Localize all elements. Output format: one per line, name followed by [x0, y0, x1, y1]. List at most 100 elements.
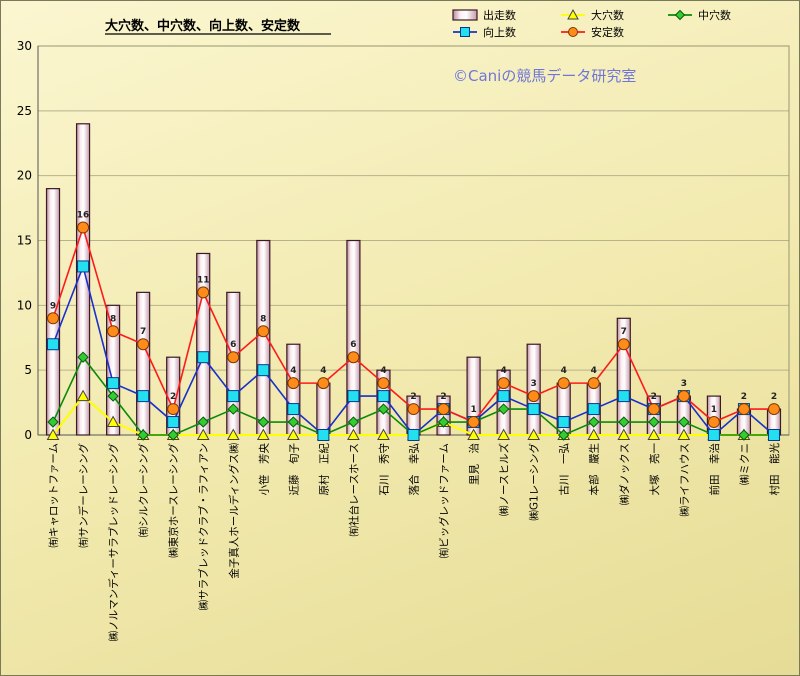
point-mid: [47, 416, 59, 428]
data-label: 7: [621, 327, 627, 337]
point-up: [767, 429, 780, 441]
data-label: 2: [651, 392, 657, 402]
point-mid: [107, 390, 119, 402]
point-mid: [137, 429, 149, 441]
legend-label: 向上数: [483, 25, 516, 39]
point-big: [196, 428, 210, 440]
point-up: [527, 403, 540, 416]
point-stable: [257, 325, 270, 338]
bars-series: [45, 123, 782, 436]
point-up: [407, 429, 420, 441]
category-label: 里見 治: [468, 443, 481, 485]
data-label: 4: [320, 366, 326, 376]
category-label: ㈱ライフハウス: [679, 443, 691, 517]
data-label: 6: [230, 340, 236, 350]
point-up: [137, 390, 150, 403]
legend-item: 出走数: [452, 8, 516, 22]
y-tick-label: 5: [24, 363, 32, 377]
category-label: 原村 正紀: [317, 443, 330, 496]
legend-label: 大穴数: [591, 8, 624, 22]
point-stable: [287, 377, 300, 390]
category-label: ㈱サラブレッドクラブ・ラフィアン: [197, 443, 210, 610]
category-label: 村田 能光: [768, 443, 781, 496]
data-label: 4: [561, 366, 567, 376]
point-stable: [617, 338, 630, 351]
legend-item: 中穴数: [668, 8, 731, 22]
point-stable: [437, 403, 450, 416]
point-big: [106, 415, 120, 428]
watermark: ©Caniの競馬データ研究室: [453, 67, 636, 85]
point-up: [377, 390, 390, 403]
point-stable: [677, 390, 690, 403]
data-label: 2: [170, 392, 176, 402]
y-tick-label: 30: [17, 39, 32, 53]
point-mid: [588, 416, 600, 428]
point-mid: [257, 416, 270, 428]
point-big: [617, 428, 631, 440]
point-mid: [227, 403, 239, 415]
category-label: ㈱ノースヒルズ: [498, 443, 511, 516]
bar: [105, 304, 121, 436]
category-label: 金子真人ホールディングス㈱: [227, 443, 240, 579]
data-label: 1: [470, 405, 476, 415]
category-label: 前田 幸治: [708, 443, 721, 496]
point-stable: [227, 351, 240, 364]
point-up: [287, 403, 300, 416]
legend-label: 出走数: [483, 8, 516, 22]
point-up: [497, 390, 510, 403]
data-label: 11: [197, 275, 210, 285]
point-big: [587, 428, 601, 440]
point-up: [227, 390, 240, 403]
point-up: [47, 338, 60, 351]
point-mid: [287, 416, 300, 428]
y-tick-label: 25: [17, 104, 32, 118]
point-stable: [47, 312, 60, 325]
point-big: [497, 428, 510, 440]
point-mid: [738, 429, 750, 441]
category-label: ㈲社台レースホース: [347, 443, 360, 536]
point-mid: [167, 429, 179, 441]
data-label: 8: [110, 314, 116, 324]
legend-item: 大穴数: [561, 8, 624, 22]
point-mid: [648, 416, 660, 428]
point-mid: [77, 351, 89, 363]
point-mid: [377, 403, 390, 415]
point-big: [467, 428, 480, 440]
point-big: [286, 428, 300, 440]
data-label: 16: [77, 211, 90, 221]
point-stable: [107, 325, 120, 338]
data-labels: 9 16 8 7 2 11 6 8 4 4 6 4 2 2 1 4 3 4 4 7 2 3 1 2 2: [50, 211, 777, 415]
point-stable: [527, 390, 540, 403]
y-tick-label: 0: [24, 428, 32, 442]
y-tick-labels: 0 5 10 15 20 25 30: [17, 39, 32, 442]
point-up: [77, 260, 90, 273]
legend-marker: [568, 27, 578, 37]
point-big: [46, 428, 60, 440]
point-up: [557, 416, 570, 429]
data-label: 3: [681, 379, 687, 389]
category-label: ㈱G1レーシング: [528, 443, 541, 521]
category-label: 石川 秀守: [377, 443, 390, 496]
point-mid: [197, 416, 209, 428]
data-label: 2: [771, 392, 777, 402]
data-label: 6: [350, 340, 356, 350]
chart-title: 大穴数、中穴数、向上数、安定数: [105, 18, 301, 34]
category-label: ㈱ダノックス: [618, 443, 631, 505]
y-tick-label: 10: [17, 298, 32, 312]
point-big: [377, 428, 390, 440]
point-big: [76, 389, 90, 402]
legend-label: 安定数: [591, 25, 624, 39]
point-up: [707, 429, 720, 441]
legend-marker: [674, 9, 686, 21]
point-up: [347, 390, 360, 403]
category-label: ㈲シルクレーシング: [137, 443, 150, 538]
bar: [45, 188, 61, 436]
point-mid: [557, 429, 570, 441]
point-up: [167, 416, 180, 429]
point-up: [617, 390, 630, 403]
category-label: 小笹 芳央: [257, 443, 270, 496]
legend-label: 中穴数: [698, 8, 731, 22]
point-stable: [767, 403, 780, 416]
